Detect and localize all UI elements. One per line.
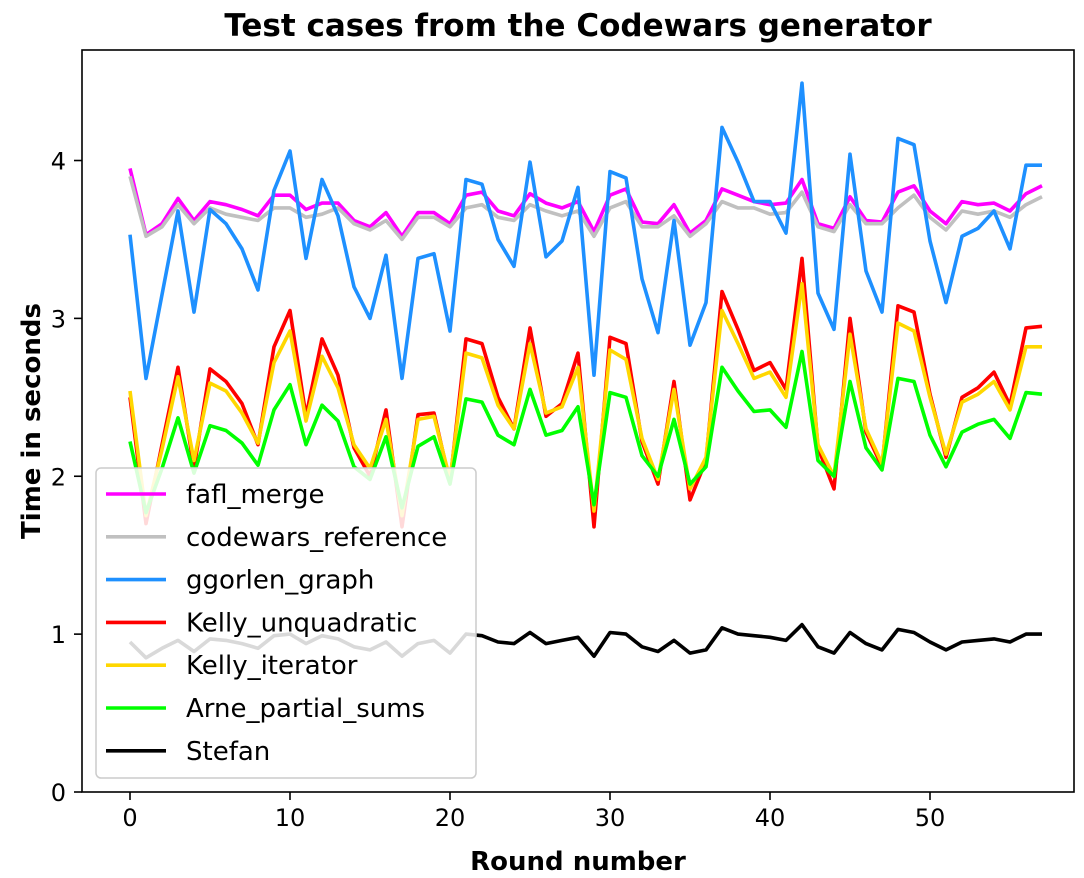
legend-label: Arne_partial_sums (186, 694, 425, 724)
legend-label: ggorlen_graph (186, 566, 374, 596)
series-line-kelly-iterator (128, 281, 1042, 518)
legend-box (95, 467, 477, 779)
y-tick-label: 0 (51, 779, 66, 807)
x-tick-label: 20 (435, 804, 466, 832)
series-line-ggorlen-graph (128, 81, 1042, 381)
chart-title: Test cases from the Codewars generator (224, 8, 932, 44)
y-tick-label: 4 (51, 148, 66, 176)
x-tick-label: 40 (755, 804, 786, 832)
axes: 0 10 20 30 40 50 0 1 2 3 4 (51, 148, 946, 832)
legend-label: codewars_reference (186, 523, 447, 553)
y-tick-label: 3 (51, 305, 66, 333)
x-tick-label: 50 (915, 804, 946, 832)
legend-label: fafl_merge (186, 480, 325, 510)
y-tick-label: 1 (51, 621, 66, 649)
x-tick-label: 10 (275, 804, 306, 832)
y-axis-title: Time in seconds (17, 303, 47, 539)
x-axis-title: Round number (470, 847, 686, 877)
x-tick-label: 30 (595, 804, 626, 832)
plot-frame (81, 49, 1075, 793)
x-tick-label: 0 (122, 804, 137, 832)
legend-label: Kelly_unquadratic (186, 608, 417, 638)
series-line-arne-partial-sums (128, 349, 1043, 515)
legend-label: Stefan (186, 737, 270, 767)
legend: fafl_merge codewars_reference ggorlen_grap… (95, 467, 477, 779)
y-tick-label: 2 (51, 463, 66, 491)
legend-label: Kelly_iterator (186, 651, 358, 681)
